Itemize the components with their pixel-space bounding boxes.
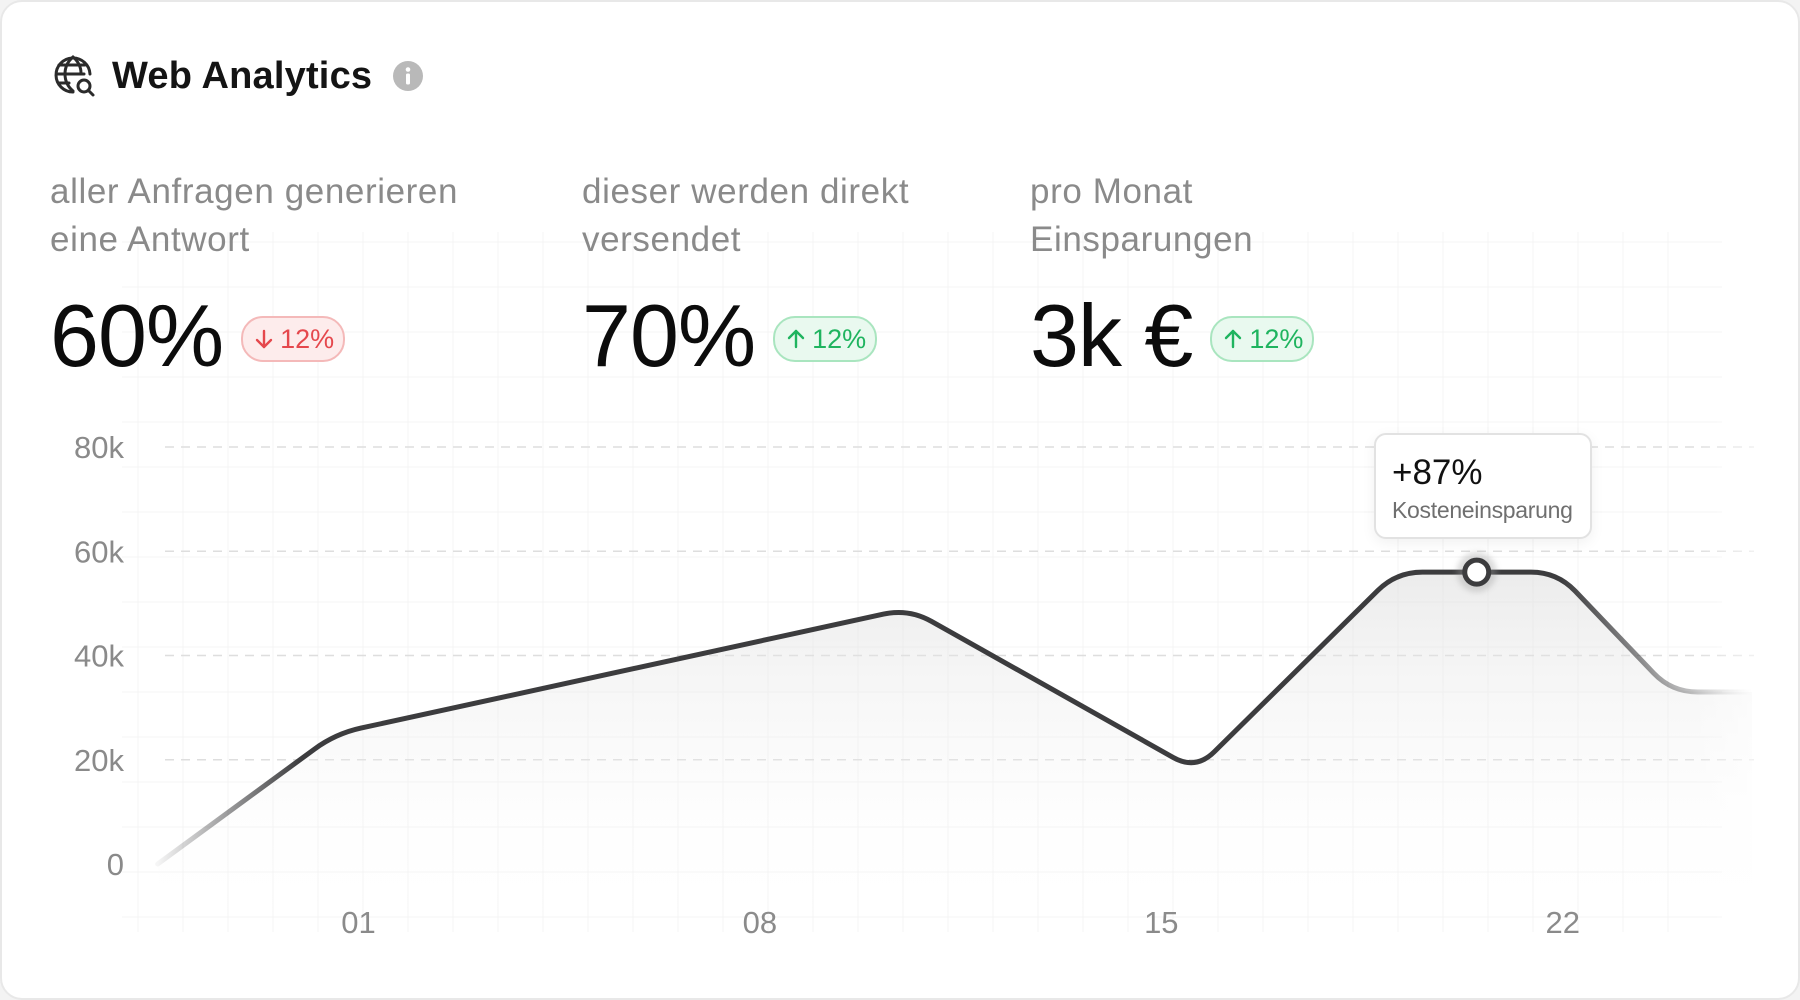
stat-label: aller Anfragen generieren eine Antwort (50, 168, 458, 264)
data-point (155, 861, 161, 867)
data-point (906, 606, 912, 612)
change-value: 12% (1249, 323, 1304, 354)
y-tick-label: 20k (74, 743, 124, 778)
series-area (157, 572, 1753, 924)
data-point (1393, 569, 1399, 575)
data-point (1669, 689, 1675, 695)
stat-label-line1: pro Monat (1030, 172, 1193, 211)
change-value: 12% (812, 323, 867, 354)
tooltip-label: Kosteneinsparung (1392, 497, 1573, 523)
y-tick-label: 80k (74, 430, 124, 465)
change-badge-down: 12% (241, 316, 346, 362)
series-points (155, 552, 1755, 867)
stat-label: dieser werden direkt versendet (582, 168, 909, 264)
stat-value: 60% (50, 286, 224, 385)
right-fade (1692, 382, 1798, 942)
y-axis-ticks: 0 20k 40k 60k 80k (74, 430, 124, 882)
globe-search-icon (54, 55, 95, 97)
arrow-down-icon (255, 329, 273, 349)
arrow-up-icon (1225, 329, 1242, 349)
info-icon[interactable] (392, 60, 424, 92)
data-point (333, 731, 339, 737)
change-badge-up: 12% (1210, 316, 1315, 362)
stat-label-line2: versendet (582, 220, 742, 259)
change-badge-up: 12% (773, 316, 878, 362)
stat-direct-send: dieser werden direkt versendet 70% 12% (582, 168, 909, 382)
card-title: Web Analytics (112, 54, 373, 97)
card-header: Web Analytics (52, 54, 424, 98)
chart-tooltip: +87% Kosteneinsparung (1374, 433, 1592, 539)
tooltip-value: +87% (1392, 453, 1483, 492)
stat-label-line2: Einsparungen (1030, 220, 1254, 259)
y-tick-label: 40k (74, 639, 124, 674)
stat-value: 70% (582, 286, 756, 385)
series-line (155, 569, 1755, 867)
stat-label-line1: dieser werden direkt (582, 172, 910, 211)
y-tick-label: 60k (74, 534, 124, 569)
data-point (1554, 569, 1560, 575)
stat-label-line2: eine Antwort (50, 220, 250, 259)
stat-response-rate: aller Anfragen generieren eine Antwort 6… (50, 168, 458, 382)
data-point (1193, 767, 1199, 773)
stat-value: 3k € (1030, 286, 1193, 385)
stat-monthly-savings: pro Monat Einsparungen 3k € 12% (1030, 168, 1315, 385)
highlight-point[interactable] (1462, 557, 1492, 587)
y-tick-label: 0 (107, 847, 124, 882)
data-point (1749, 689, 1755, 695)
change-value: 12% (280, 323, 335, 354)
stat-label-line1: aller Anfragen generieren (50, 172, 459, 211)
stat-label: pro Monat Einsparungen (1030, 168, 1314, 264)
arrow-up-icon (787, 329, 805, 349)
